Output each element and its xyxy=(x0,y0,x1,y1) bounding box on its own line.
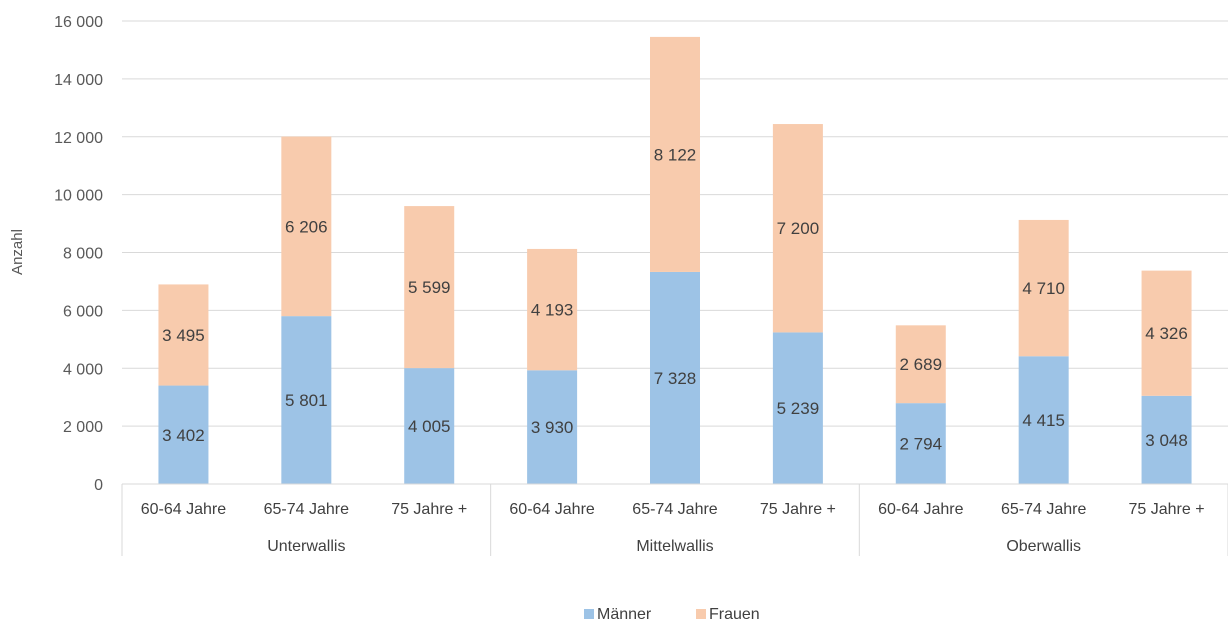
bar-frauen xyxy=(650,36,700,272)
bar-maenner xyxy=(404,368,455,484)
legend-swatch-frauen xyxy=(696,609,706,619)
x-category-label: 75 Jahre + xyxy=(760,501,836,518)
data-label-frauen: 5 599 xyxy=(408,278,451,297)
bar-maenner xyxy=(527,370,578,484)
y-tick-label: 4 000 xyxy=(63,361,103,378)
x-category-label: 60-64 Jahre xyxy=(509,501,594,518)
legend-label-frauen: Frauen xyxy=(709,606,760,623)
data-label-maenner: 4 415 xyxy=(1022,411,1065,430)
x-category-label: 60-64 Jahre xyxy=(141,501,226,518)
y-tick-label: 10 000 xyxy=(54,188,103,205)
data-label-maenner: 4 005 xyxy=(408,417,451,436)
data-label-frauen: 4 326 xyxy=(1145,324,1188,343)
bar-frauen xyxy=(158,284,209,386)
bar-maenner xyxy=(772,332,823,484)
bar-frauen xyxy=(895,325,946,404)
data-label-frauen: 3 495 xyxy=(162,326,205,345)
x-group-label: Oberwallis xyxy=(1006,538,1081,555)
legend: Männer Frauen xyxy=(584,606,760,623)
bar-frauen xyxy=(527,248,578,371)
legend-swatch-maenner xyxy=(584,609,594,619)
x-category-label: 75 Jahre + xyxy=(391,501,467,518)
bar-maenner xyxy=(1018,356,1069,484)
x-category-label: 60-64 Jahre xyxy=(878,501,963,518)
x-group-label: Unterwallis xyxy=(267,538,345,555)
data-label-maenner: 2 794 xyxy=(900,435,943,454)
bar-frauen xyxy=(1018,219,1069,357)
bar-frauen xyxy=(1141,270,1192,396)
y-axis-title: Anzahl xyxy=(9,229,26,275)
y-axis-ticks: 0 2 000 4 000 6 000 8 000 10 000 12 000 14 000 1… xyxy=(54,14,103,494)
bar-maenner xyxy=(281,316,332,484)
y-tick-label: 6 000 xyxy=(63,303,103,320)
x-category-label: 75 Jahre + xyxy=(1129,501,1205,518)
legend-label-maenner: Männer xyxy=(597,606,652,623)
data-label-frauen: 6 206 xyxy=(285,217,328,236)
x-category-label: 65-74 Jahre xyxy=(632,501,717,518)
bar-frauen xyxy=(404,206,455,369)
bar-maenner xyxy=(1141,395,1192,484)
bar-frauen xyxy=(281,136,332,317)
bar-maenner xyxy=(158,385,209,484)
data-label-maenner: 5 801 xyxy=(285,391,328,410)
x-axis: 60-64 Jahre 65-74 Jahre 75 Jahre + 60-64 Ja… xyxy=(121,483,1228,556)
data-labels: 3 402 3 495 5 801 6 206 4 005 5 599 3 930 4 193… xyxy=(162,145,1188,453)
bar-maenner xyxy=(895,403,946,484)
y-tick-label: 12 000 xyxy=(54,130,103,147)
x-group-label: Mittelwallis xyxy=(636,538,713,555)
bar-frauen xyxy=(772,124,823,333)
bar-maenner xyxy=(650,271,700,484)
bars xyxy=(158,36,1192,484)
data-label-maenner: 3 402 xyxy=(162,426,205,445)
y-tick-label: 8 000 xyxy=(63,246,103,263)
data-label-maenner: 5 239 xyxy=(777,399,820,418)
data-label-frauen: 2 689 xyxy=(900,355,943,374)
data-label-maenner: 3 048 xyxy=(1145,431,1188,450)
x-category-label: 65-74 Jahre xyxy=(264,501,349,518)
y-tick-label: 16 000 xyxy=(54,14,103,31)
data-label-maenner: 7 328 xyxy=(654,369,697,388)
x-category-label: 65-74 Jahre xyxy=(1001,501,1086,518)
y-tick-label: 0 xyxy=(94,477,103,494)
data-label-frauen: 4 193 xyxy=(531,301,574,320)
y-tick-label: 2 000 xyxy=(63,419,103,436)
data-label-frauen: 8 122 xyxy=(654,145,697,164)
y-tick-label: 14 000 xyxy=(54,72,103,89)
data-label-frauen: 7 200 xyxy=(777,219,820,238)
data-label-maenner: 3 930 xyxy=(531,418,574,437)
data-label-frauen: 4 710 xyxy=(1022,279,1065,298)
